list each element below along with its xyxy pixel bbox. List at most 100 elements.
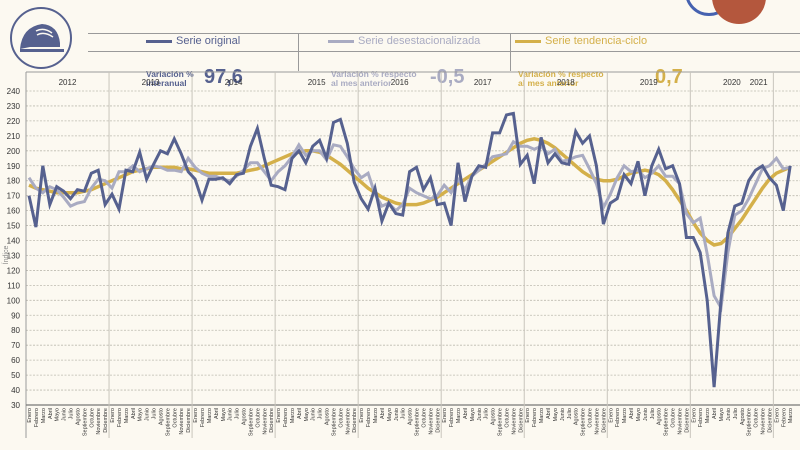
- month-label: Abril: [297, 408, 303, 419]
- month-label: Julio: [318, 408, 324, 419]
- y-tick-label: 170: [7, 192, 21, 201]
- y-tick-label: 190: [7, 162, 21, 171]
- month-label: Septiembre: [331, 408, 337, 436]
- month-label: Agosto: [491, 408, 497, 425]
- seasonally-adjusted-variation-label: Variación % respecto al mes anterior: [331, 69, 417, 88]
- legend-label-original: Serie original: [176, 35, 241, 47]
- month-label: Enero: [608, 408, 614, 423]
- month-label: Julio: [401, 408, 407, 419]
- legend-label-seasonally-adjusted: Serie desestacionalizada: [358, 35, 481, 47]
- month-label: Abril: [546, 408, 552, 419]
- year-label: 2012: [59, 78, 77, 87]
- month-label: Mayo: [636, 408, 642, 421]
- month-label: Octubre: [671, 408, 677, 428]
- y-tick-label: 50: [11, 371, 20, 380]
- month-label: Marzo: [539, 408, 545, 423]
- y-tick-label: 150: [7, 222, 21, 231]
- y-tick-label: 70: [11, 341, 20, 350]
- month-label: Julio: [650, 408, 656, 419]
- month-label: Febrero: [781, 408, 787, 427]
- month-label: Febrero: [532, 408, 538, 427]
- month-label: Julio: [235, 408, 241, 419]
- month-label: Marzo: [373, 408, 379, 423]
- year-label: 2016: [391, 78, 409, 87]
- month-label: Febrero: [366, 408, 372, 427]
- month-label: Diciembre: [518, 408, 524, 433]
- month-label: Enero: [193, 408, 199, 423]
- month-label: Julio: [567, 408, 573, 419]
- month-label: Septiembre: [664, 408, 670, 436]
- month-label: Enero: [691, 408, 697, 423]
- hard-hat-icon: [20, 24, 64, 52]
- y-tick-label: 110: [7, 281, 20, 290]
- month-label: Diciembre: [601, 408, 607, 433]
- legend-item-original: Serie original: [146, 35, 240, 47]
- month-label: Agosto: [158, 408, 164, 425]
- month-label: Julio: [69, 408, 75, 419]
- month-label: Noviembre: [511, 408, 517, 435]
- month-label: Mayo: [387, 408, 393, 421]
- month-label: Junio: [145, 408, 151, 421]
- legend-label-trend-cycle: Serie tendencia-ciclo: [545, 35, 648, 47]
- original-variation-label: Variación % interanual: [146, 69, 194, 88]
- month-label: Octubre: [338, 408, 344, 428]
- month-label: Diciembre: [269, 408, 275, 433]
- year-label: 2015: [308, 78, 326, 87]
- legend-divider: [510, 33, 511, 71]
- y-tick-label: 90: [11, 311, 20, 320]
- legend-swatch-original: [146, 39, 172, 43]
- month-label: Abril: [131, 408, 137, 419]
- month-label: Junio: [311, 408, 317, 421]
- month-label: Abril: [48, 408, 54, 419]
- month-label: Abril: [214, 408, 220, 419]
- month-label: Junio: [643, 408, 649, 421]
- month-label: Agosto: [657, 408, 663, 425]
- y-tick-label: 100: [7, 296, 21, 305]
- month-label: Septiembre: [498, 408, 504, 436]
- month-label: Octubre: [421, 408, 427, 428]
- month-label: Noviembre: [262, 408, 268, 435]
- legend-divider: [298, 33, 299, 71]
- month-label: Julio: [484, 408, 490, 419]
- month-label: Junio: [394, 408, 400, 421]
- month-label: Febrero: [615, 408, 621, 427]
- y-tick-label: 240: [7, 87, 21, 96]
- month-label: Agosto: [574, 408, 580, 425]
- month-label: Junio: [228, 408, 234, 421]
- month-label: Octubre: [89, 408, 95, 428]
- month-label: Febrero: [283, 408, 289, 427]
- legend-item-seasonally-adjusted: Serie desestacionalizada: [328, 35, 480, 47]
- month-label: Marzo: [456, 408, 462, 423]
- month-label: Noviembre: [345, 408, 351, 435]
- month-label: Agosto: [242, 408, 248, 425]
- month-label: Junio: [560, 408, 566, 421]
- y-tick-label: 180: [7, 177, 21, 186]
- legend-swatch-trend-cycle: [515, 39, 541, 43]
- month-label: Enero: [442, 408, 448, 423]
- month-label: Marzo: [41, 408, 47, 423]
- month-label: Junio: [62, 408, 68, 421]
- legend: Serie original Serie desestacionalizada …: [88, 33, 800, 88]
- month-label: Octubre: [754, 408, 760, 428]
- year-label: 2018: [557, 78, 575, 87]
- y-tick-label: 130: [7, 251, 21, 260]
- month-label: Enero: [774, 408, 780, 423]
- y-tick-label: 80: [11, 326, 20, 335]
- month-label: Diciembre: [684, 408, 690, 433]
- month-label: Marzo: [207, 408, 213, 423]
- hard-hat-logo: [10, 7, 72, 69]
- series-original-line: [27, 111, 792, 388]
- year-label: 2014: [225, 78, 243, 87]
- y-tick-label: 30: [11, 401, 20, 410]
- month-label: Enero: [110, 408, 116, 423]
- y-tick-label: 60: [11, 356, 20, 365]
- month-label: Marzo: [705, 408, 711, 423]
- month-label: Marzo: [788, 408, 794, 423]
- month-label: Noviembre: [677, 408, 683, 435]
- month-label: Febrero: [117, 408, 123, 427]
- year-label: 2013: [142, 78, 160, 87]
- month-label: Septiembre: [82, 408, 88, 436]
- series-seasonally-adjusted-line: [27, 139, 791, 313]
- trend-cycle-variation-label: Variación % respecto al mes anterior: [518, 69, 604, 88]
- month-label: Abril: [463, 408, 469, 419]
